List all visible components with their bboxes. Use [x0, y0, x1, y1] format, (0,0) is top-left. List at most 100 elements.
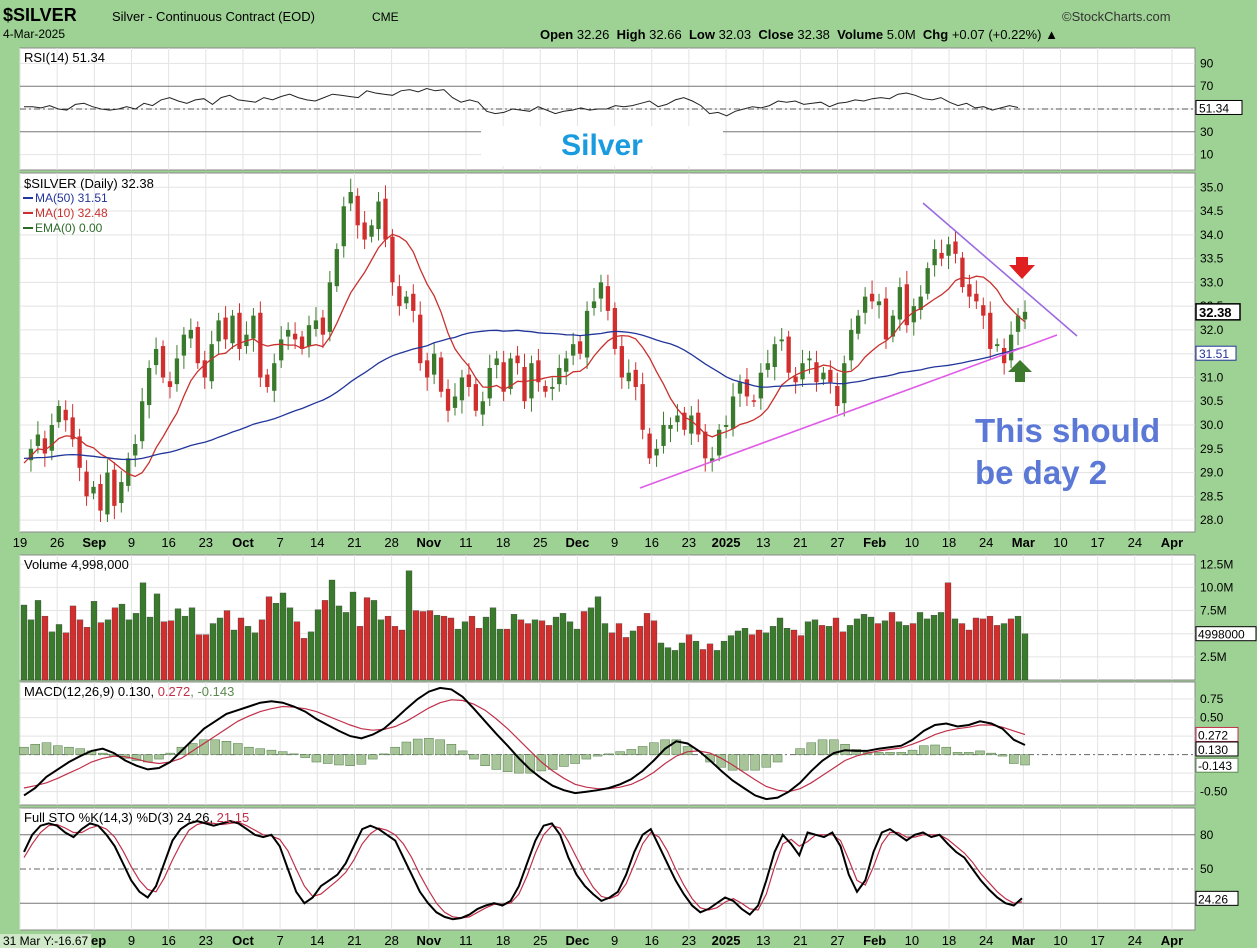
macd-hist-bar — [997, 754, 1008, 757]
x-tick-label: 27 — [830, 535, 844, 550]
candle-body — [835, 386, 840, 406]
rsi-tick-label: 30 — [1200, 125, 1214, 139]
candle-body — [626, 372, 631, 382]
candle-body — [939, 252, 944, 259]
volume-bar — [370, 600, 378, 681]
candle-body — [223, 317, 228, 340]
x-tick-label: 24 — [979, 535, 993, 550]
volume-bar — [895, 621, 903, 681]
candle-body — [466, 374, 472, 387]
volume-bar — [475, 627, 483, 681]
status-bar: 31 Mar Y:-16.67 — [0, 934, 92, 948]
candle-body — [515, 355, 520, 364]
volume-bar — [118, 603, 126, 681]
volume-bar — [706, 643, 714, 681]
volume-bar — [328, 579, 336, 681]
sto-legend-part: Full STO %K(14,3) %D(3) 24.26, — [24, 810, 217, 825]
candle-body — [119, 482, 124, 503]
x-tick-label: 18 — [942, 933, 956, 948]
candle-body — [737, 382, 743, 394]
macd-hist-bar — [536, 754, 547, 772]
macd-hist-bar — [491, 754, 502, 770]
volume-value-box — [1195, 626, 1257, 642]
volume-bar — [405, 570, 413, 681]
volume-bar — [377, 619, 385, 681]
x-tick-label: 18 — [496, 535, 510, 550]
candle-body — [689, 415, 694, 434]
x-tick-label: Nov — [416, 933, 441, 948]
x-tick-label: Mar — [1012, 535, 1035, 550]
macd-hist-bar — [829, 739, 839, 755]
note-line-1: This should — [975, 412, 1161, 449]
macd-signal-line — [23, 699, 1026, 793]
annotation-note: This should be day 2 — [975, 410, 1160, 494]
candle-body — [821, 372, 826, 380]
volume-bar — [685, 634, 693, 681]
volume-bar — [867, 616, 875, 681]
volume-bar — [76, 619, 84, 681]
volume-bar — [55, 624, 63, 681]
macd-hist-bar — [52, 745, 63, 755]
candle-body — [988, 312, 993, 349]
last-price-label: 32.38 — [1199, 305, 1232, 320]
volume-bar — [216, 617, 224, 681]
x-tick-label: 24 — [979, 933, 993, 948]
candle-body — [974, 293, 979, 302]
x-tick-label: 2025 — [712, 933, 741, 948]
candle-body — [501, 362, 506, 392]
quote-line: Open 32.26 High 32.66 Low 32.03 Close 32… — [540, 27, 1058, 42]
candle-body — [327, 282, 333, 332]
sto-legend-part: 21.15 — [217, 810, 250, 825]
candle-body — [849, 329, 854, 361]
date: 4-Mar-2025 — [3, 27, 66, 41]
macd-hist-bar — [165, 752, 175, 755]
macd-tick-label: 0.50 — [1200, 711, 1224, 725]
brand[interactable]: ©StockCharts.com — [1062, 9, 1171, 24]
candle-body — [876, 301, 882, 306]
volume-bar — [874, 623, 882, 681]
legend-series-name: MA(50) 31.51 — [35, 191, 108, 205]
volume-bar — [797, 635, 805, 681]
candle-body — [376, 201, 381, 230]
candle-body — [668, 425, 673, 429]
x-tick-label: 21 — [793, 535, 807, 550]
macd-hist-bar — [469, 754, 479, 760]
candle-body — [383, 198, 388, 240]
volume-bar — [97, 622, 105, 681]
macd-legend-part: MACD(12,26,9) 0.130, — [24, 684, 158, 699]
macd-hist-bar — [604, 753, 614, 755]
chg-value: +0.07 (+0.22%) — [951, 27, 1042, 42]
candle-body — [744, 379, 750, 397]
sto-value-label: 24.26 — [1198, 892, 1228, 906]
candle-body — [765, 363, 770, 370]
x-tick-label: 11 — [459, 535, 473, 550]
symbol: $SILVER — [3, 5, 77, 25]
volume-bar — [1007, 618, 1015, 681]
volume-bar — [916, 612, 924, 681]
macd-hist-bar — [221, 741, 232, 755]
macd-hist-bar — [964, 752, 974, 755]
candle-body — [751, 400, 757, 402]
volume-bar — [594, 596, 602, 681]
candle-body — [487, 367, 492, 399]
volume-bar — [937, 612, 945, 681]
volume-bar — [993, 625, 1001, 681]
candle-body — [42, 438, 48, 454]
volume-bar — [678, 642, 686, 681]
macd-hist-bar — [615, 751, 625, 755]
volume-bar — [167, 620, 175, 681]
candle-body — [814, 362, 819, 383]
macd-hist-bar — [199, 739, 209, 755]
candle-body — [605, 286, 611, 311]
candle-body — [251, 315, 256, 339]
candle-body — [577, 341, 583, 354]
volume-bar — [83, 627, 91, 681]
x-tick-label: 9 — [128, 933, 135, 948]
candle-body — [341, 206, 346, 247]
volume-bar — [41, 615, 49, 681]
volume-bar — [853, 618, 861, 681]
macd-hist-bar — [390, 746, 400, 755]
price-tick-label: 34.5 — [1200, 204, 1224, 218]
x-tick-label: 2025 — [712, 535, 741, 550]
macd-hist-bar — [322, 754, 333, 764]
